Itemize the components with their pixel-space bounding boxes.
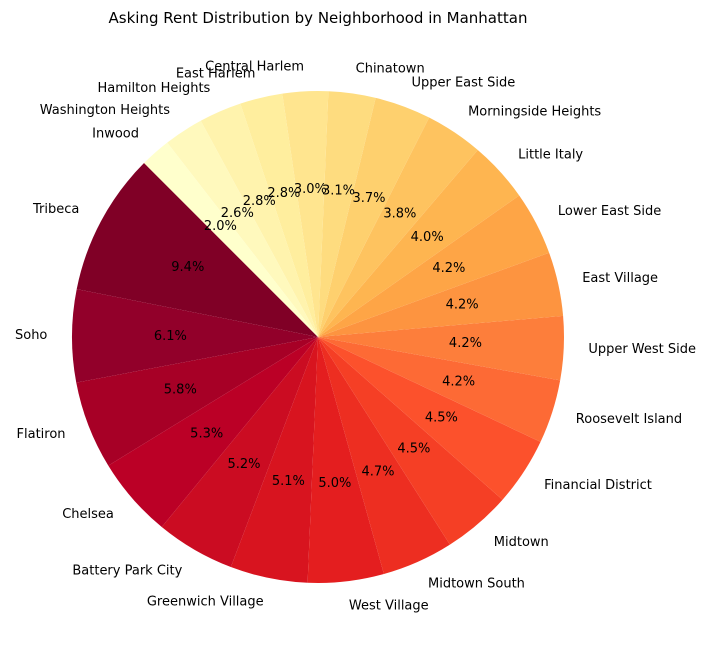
pct-label-east-harlem: 2.8% — [267, 186, 300, 201]
slice-labels: Tribeca Soho Flatiron Chelsea Battery Park C… — [15, 59, 696, 613]
label-lower-east-side: Lower East Side — [558, 204, 661, 219]
label-greenwich-village: Greenwich Village — [147, 595, 264, 610]
slice-chinatown — [318, 91, 376, 337]
pct-label-upper-east-side: 3.7% — [352, 191, 385, 206]
slice-washington-heights — [167, 120, 318, 337]
label-east-village: East Village — [582, 271, 658, 286]
label-east-harlem: East Harlem — [176, 66, 256, 81]
pct-label-hamilton-heights: 2.8% — [243, 194, 276, 209]
slice-central-harlem — [282, 90, 329, 337]
pct-label-chinatown: 3.1% — [322, 183, 355, 198]
pct-label-lower-east-side: 4.2% — [432, 261, 465, 276]
pct-label-midtown: 4.5% — [397, 442, 430, 457]
label-morningside-heights: Morningside Heights — [468, 104, 601, 119]
pct-label-chelsea: 5.3% — [190, 426, 223, 441]
slice-battery-park-city — [161, 337, 318, 568]
label-hamilton-heights: Hamilton Heights — [98, 81, 211, 96]
label-upper-east-side: Upper East Side — [411, 76, 515, 91]
label-washington-heights: Washington Heights — [40, 103, 171, 118]
label-west-village: West Village — [349, 598, 429, 613]
pct-label-morningside-heights: 3.8% — [383, 207, 416, 222]
label-tribeca: Tribeca — [32, 202, 79, 217]
slice-hamilton-heights — [200, 103, 318, 337]
pct-label-flatiron: 5.8% — [164, 383, 197, 398]
pct-label-upper-west-side: 4.2% — [449, 336, 482, 351]
label-flatiron: Flatiron — [17, 427, 66, 442]
pct-label-soho: 6.1% — [154, 329, 187, 344]
pct-label-midtown-south: 4.7% — [361, 464, 394, 479]
label-central-harlem: Central Harlem — [205, 59, 304, 74]
slice-chelsea — [108, 337, 318, 528]
slice-inwood — [144, 142, 318, 337]
slice-tribeca — [76, 163, 319, 337]
label-upper-west-side: Upper West Side — [588, 342, 696, 357]
slice-west-village — [307, 337, 384, 584]
label-inwood: Inwood — [92, 127, 139, 142]
slice-midtown — [318, 337, 503, 545]
label-chinatown: Chinatown — [356, 62, 425, 77]
slice-upper-west-side — [318, 315, 565, 381]
slice-lower-east-side — [318, 195, 550, 337]
label-midtown: Midtown — [494, 535, 549, 550]
pct-label-greenwich-village: 5.1% — [272, 474, 305, 489]
label-soho: Soho — [15, 328, 47, 343]
pct-label-financial-district: 4.5% — [425, 411, 458, 426]
label-roosevelt-island: Roosevelt Island — [576, 412, 682, 427]
label-little-italy: Little Italy — [518, 147, 583, 162]
pie-slices — [72, 90, 565, 584]
slice-flatiron — [76, 337, 319, 466]
slice-financial-district — [318, 337, 541, 500]
label-chelsea: Chelsea — [62, 507, 114, 522]
chart-title: Asking Rent Distribution by Neighborhood… — [109, 9, 528, 27]
slice-midtown-south — [318, 337, 450, 575]
pct-label-washington-heights: 2.6% — [221, 206, 254, 221]
pct-label-little-italy: 4.0% — [411, 230, 444, 245]
label-financial-district: Financial District — [544, 478, 652, 493]
pct-label-inwood: 2.0% — [204, 219, 237, 234]
label-midtown-south: Midtown South — [428, 577, 525, 592]
slice-upper-east-side — [318, 97, 430, 337]
slice-greenwich-village — [230, 337, 318, 583]
slice-east-harlem — [240, 93, 318, 337]
slice-morningside-heights — [318, 117, 478, 337]
pct-label-tribeca: 9.4% — [171, 260, 204, 275]
percentage-labels: 9.4%6.1%5.8%5.3%5.2%5.1% 5.0%4.7%4.5%4.5%… — [154, 182, 482, 491]
pct-label-central-harlem: 3.0% — [294, 182, 327, 197]
slice-soho — [72, 289, 319, 383]
slice-little-italy — [318, 149, 520, 337]
label-battery-park-city: Battery Park City — [72, 564, 182, 579]
slice-roosevelt-island — [318, 337, 561, 442]
pct-label-roosevelt-island: 4.2% — [442, 374, 475, 389]
pct-label-west-village: 5.0% — [318, 476, 351, 491]
slice-east-village — [318, 252, 564, 337]
pct-label-battery-park-city: 5.2% — [227, 457, 260, 472]
pct-label-east-village: 4.2% — [446, 298, 479, 313]
